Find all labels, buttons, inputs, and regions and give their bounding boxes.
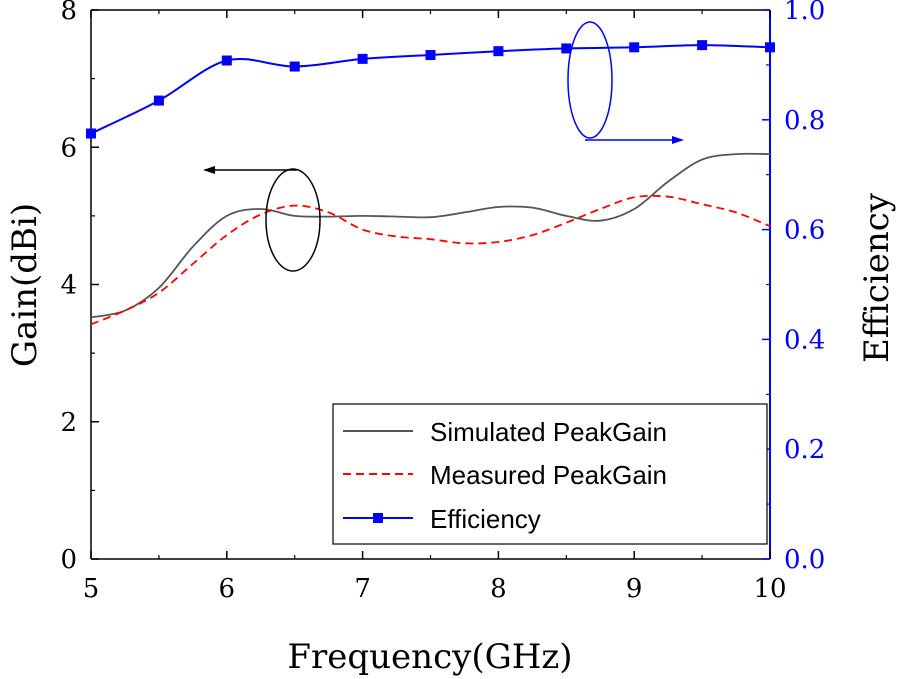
simulated-peakgain-line — [90, 152, 771, 319]
y-tick-label: 8 — [60, 0, 77, 26]
efficiency-marker — [561, 43, 572, 54]
efficiency-marker — [357, 53, 368, 64]
x-tick-label: 5 — [83, 574, 100, 604]
y-tick-label: 0 — [60, 545, 77, 575]
efficiency-marker — [697, 40, 708, 51]
y2-tick-label: 0.6 — [784, 216, 825, 246]
legend-label-measured: Measured PeakGain — [430, 460, 667, 490]
efficiency-marker — [289, 61, 300, 72]
efficiency-marker — [221, 55, 232, 66]
right-y-axis-title: Efficiency — [857, 192, 897, 363]
x-tick-label: 6 — [219, 574, 236, 604]
y2-tick-label: 0.4 — [784, 325, 825, 355]
right-y-axis-ticks: 0.0 0.2 0.4 0.6 0.8 1.0 — [762, 0, 825, 575]
legend-marker-efficiency — [373, 513, 383, 523]
y-tick-label: 4 — [60, 271, 77, 301]
efficiency-marker — [425, 50, 436, 61]
y2-tick-label: 0.0 — [784, 545, 825, 575]
left-y-axis-title: Gain(dBi) — [5, 203, 45, 367]
y2-tick-label: 0.8 — [784, 106, 825, 136]
efficiency-marker — [629, 42, 640, 53]
gain-annotation-ellipse — [265, 168, 321, 272]
y2-tick-label: 0.2 — [784, 435, 825, 465]
x-axis-title: Frequency(GHz) — [287, 637, 572, 677]
series-layer — [86, 40, 775, 326]
x-axis-ticks: 5 6 7 8 9 10 — [83, 10, 787, 604]
efficiency-marker — [765, 42, 775, 53]
efficiency-marker — [86, 128, 96, 139]
efficiency-marker — [493, 46, 504, 57]
y-tick-label: 2 — [60, 408, 77, 438]
x-tick-label: 8 — [490, 574, 507, 604]
legend-label-efficiency: Efficiency — [430, 504, 541, 534]
annotations — [203, 21, 684, 272]
efficiency-annotation-ellipse — [567, 21, 613, 139]
x-tick-label: 9 — [626, 574, 643, 604]
y-tick-label: 6 — [60, 133, 77, 163]
legend: Simulated PeakGain Measured PeakGain Eff… — [332, 403, 768, 545]
left-y-axis-ticks: 0 2 4 6 8 — [60, 0, 99, 575]
legend-box — [332, 403, 768, 545]
measured-peakgain-line — [90, 194, 771, 326]
legend-label-simulated: Simulated PeakGain — [430, 417, 667, 447]
x-tick-label: 10 — [753, 574, 786, 604]
y2-tick-label: 1.0 — [784, 0, 825, 26]
x-tick-label: 7 — [354, 574, 371, 604]
efficiency-marker — [153, 95, 164, 106]
